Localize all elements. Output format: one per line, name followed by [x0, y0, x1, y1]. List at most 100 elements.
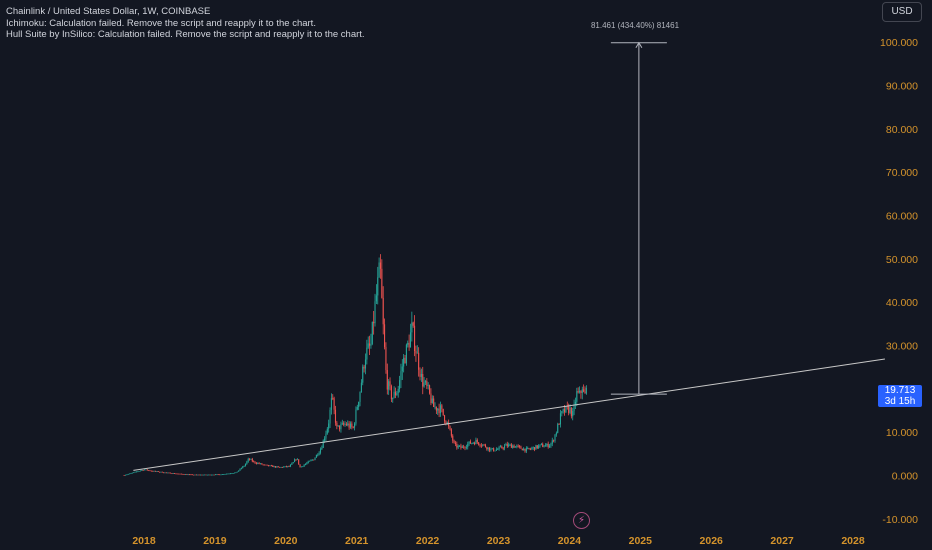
candle-body	[337, 425, 339, 427]
candle-body	[240, 468, 242, 469]
candle-body	[138, 471, 140, 472]
candle-body	[386, 370, 388, 390]
candle-body	[294, 459, 296, 463]
candle-body	[330, 398, 332, 410]
candle-body	[559, 413, 562, 425]
candle-body	[333, 398, 335, 410]
candle-body	[527, 448, 529, 449]
candle-body	[145, 469, 147, 471]
candle-body	[504, 445, 506, 449]
candle-body	[129, 473, 131, 475]
trendline[interactable]	[133, 358, 885, 471]
candle-body	[251, 458, 253, 462]
candle-body	[430, 393, 432, 403]
candle-body	[478, 442, 480, 445]
candle-body	[303, 464, 305, 467]
candle-body	[427, 385, 429, 387]
candle-body	[533, 447, 536, 450]
candle-body	[418, 352, 420, 370]
candle-body	[322, 440, 324, 448]
candle-body	[475, 439, 477, 445]
candle-body	[163, 472, 165, 474]
candle-body	[317, 454, 319, 456]
measure-tool[interactable]	[610, 41, 667, 395]
bar-countdown: 3d 15h	[884, 396, 916, 407]
candle-body	[491, 448, 493, 450]
y-tick-label: 10.000	[886, 427, 918, 439]
candle-body	[186, 474, 188, 475]
candle-body	[400, 371, 402, 381]
candle-body	[142, 470, 144, 471]
candle-body	[581, 389, 583, 393]
candle-body	[408, 342, 410, 348]
candle-body	[258, 462, 260, 464]
candle-body	[135, 471, 137, 473]
candle-body	[311, 459, 313, 461]
candle-body	[508, 444, 510, 447]
candle-body	[280, 467, 282, 468]
candle-body	[319, 449, 322, 453]
candle-body	[547, 443, 549, 448]
x-tick-label: 2023	[487, 535, 511, 547]
trendline-layer[interactable]	[133, 358, 885, 471]
candle-body	[172, 473, 174, 474]
candle-body	[577, 391, 579, 393]
candle-body	[156, 471, 158, 473]
candle-body	[321, 447, 323, 450]
candle-body	[403, 357, 405, 367]
candle-body	[329, 409, 331, 424]
candle-body	[542, 444, 544, 447]
currency-button[interactable]: USD	[882, 2, 922, 22]
candle-body	[306, 462, 308, 464]
candle-body	[550, 443, 552, 446]
time-axis[interactable]: 2018 2019 2020 2021 2022 2023 2024 2025 2026 2027…	[132, 535, 865, 547]
candle-body	[364, 359, 367, 369]
candle-body	[487, 447, 489, 450]
candle-body	[573, 404, 575, 412]
price-axis[interactable]: -10.0000.00010.00020.00030.00040.00050.0…	[880, 37, 918, 526]
candle-body	[168, 472, 170, 474]
candle-body	[510, 444, 512, 448]
candle-body	[247, 458, 249, 462]
candle-body	[465, 447, 467, 448]
candle-body	[463, 446, 465, 448]
x-tick-label: 2027	[770, 535, 794, 547]
candle-body	[414, 325, 416, 351]
candle-body	[261, 463, 263, 465]
candle-body	[535, 445, 537, 450]
candle-body	[409, 332, 412, 348]
candle-body	[358, 401, 360, 408]
candle-body	[355, 409, 357, 424]
candle-body	[328, 423, 330, 429]
candle-body	[270, 465, 272, 467]
candle-body	[124, 474, 127, 476]
candle-body	[493, 448, 495, 451]
lightning-icon[interactable]: ⚡︎	[573, 512, 590, 529]
candle-body	[326, 428, 328, 434]
candle-body	[529, 448, 532, 450]
candle-body	[401, 366, 403, 372]
candle-body	[388, 381, 390, 390]
candle-body	[544, 445, 547, 447]
x-tick-label: 2026	[700, 535, 724, 547]
symbol-title[interactable]: Chainlink / United States Dollar, 1W, CO…	[6, 6, 211, 17]
candle-body	[141, 470, 143, 471]
candle-body	[133, 472, 135, 474]
candle-body	[454, 442, 457, 444]
candle-body	[274, 466, 277, 468]
candle-body	[433, 398, 435, 408]
candle-body	[517, 445, 519, 447]
candle-body	[379, 262, 382, 269]
candle-body	[570, 407, 572, 417]
candle-body	[126, 474, 128, 476]
candle-body	[521, 448, 523, 451]
candle-body	[528, 448, 530, 449]
candle-body	[220, 474, 222, 476]
candle-body	[246, 461, 248, 464]
candle-body	[194, 474, 196, 476]
candle-body	[273, 466, 275, 468]
candle-body	[377, 277, 379, 296]
candle-body	[415, 350, 417, 354]
candles	[123, 254, 587, 476]
